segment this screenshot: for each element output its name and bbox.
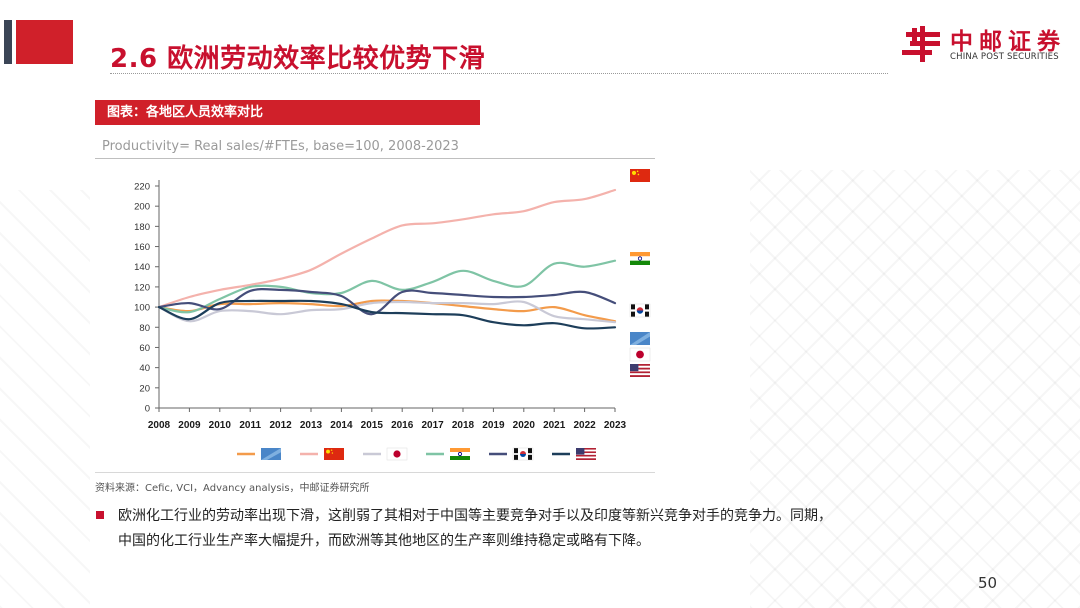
y-tick-label: 200 bbox=[134, 202, 150, 213]
x-tick-label: 2010 bbox=[209, 420, 232, 431]
y-tick-label: 100 bbox=[134, 303, 150, 314]
x-tick-label: 2021 bbox=[543, 420, 566, 431]
slide-title: 2.6 欧洲劳动效率比较优势下滑 bbox=[110, 44, 486, 74]
page-number: 50 bbox=[978, 574, 998, 592]
series-line-china bbox=[157, 188, 617, 309]
series-line-usa bbox=[157, 299, 617, 330]
flag-kr-icon bbox=[629, 303, 651, 318]
y-tick-label: 180 bbox=[134, 222, 150, 233]
x-tick-label: 2013 bbox=[300, 420, 323, 431]
background-pattern-right bbox=[750, 170, 1080, 608]
background-pattern-left bbox=[0, 190, 90, 608]
figure-header: 图表：各地区人员效率对比 bbox=[95, 100, 480, 125]
y-tick-label: 140 bbox=[134, 262, 150, 273]
flag-eu-icon bbox=[630, 332, 650, 345]
title-divider bbox=[110, 73, 888, 74]
flag-us-icon bbox=[576, 448, 596, 460]
x-tick-label: 2017 bbox=[421, 420, 444, 431]
chart-formula-label: Productivity= Real sales/#FTEs, base=100… bbox=[102, 139, 459, 154]
header-accent-bar-red bbox=[16, 20, 73, 64]
y-tick-label: 40 bbox=[139, 363, 150, 374]
logo-text-cn: 中邮证券 bbox=[950, 29, 1066, 55]
y-tick-label: 20 bbox=[139, 383, 150, 394]
bullet-square-icon bbox=[96, 511, 104, 519]
y-tick-label: 80 bbox=[139, 323, 150, 334]
x-tick-label: 2016 bbox=[391, 420, 414, 431]
y-tick-label: 120 bbox=[134, 282, 150, 293]
source-divider bbox=[95, 472, 655, 473]
flag-us-icon bbox=[630, 364, 650, 377]
x-tick-label: 2023 bbox=[604, 420, 627, 431]
x-tick-label: 2014 bbox=[330, 420, 353, 431]
flag-jp-icon bbox=[386, 447, 408, 461]
flag-cn-icon bbox=[630, 169, 650, 182]
flag-jp-icon bbox=[629, 347, 651, 362]
x-tick-label: 2012 bbox=[269, 420, 292, 431]
y-tick-label: 60 bbox=[139, 343, 150, 354]
productivity-line-chart: 0 20 40 60 80 100 120 140 160 180 200 220 2008 2009 20… bbox=[134, 169, 651, 461]
x-tick-label: 2011 bbox=[239, 420, 261, 431]
flag-cn-icon bbox=[324, 448, 344, 460]
series-line-india bbox=[157, 259, 617, 314]
x-tick-label: 2022 bbox=[573, 420, 596, 431]
series-line-japan bbox=[157, 300, 617, 324]
company-logo: 中邮证券 CHINA POST SECURITIES bbox=[902, 22, 1074, 68]
flag-eu-icon bbox=[261, 448, 281, 460]
china-post-logo-icon bbox=[902, 26, 940, 62]
y-tick-label: 0 bbox=[145, 404, 150, 415]
x-tick-label: 2015 bbox=[361, 420, 384, 431]
y-tick-label: 220 bbox=[134, 182, 150, 193]
body-bullet-text: 欧洲化工行业的劳动率出现下滑，这削弱了其相对于中国等主要竞争对手以及印度等新兴竞… bbox=[118, 508, 832, 549]
logo-text-en: CHINA POST SECURITIES bbox=[950, 52, 1059, 62]
y-tick-label: 160 bbox=[134, 242, 150, 253]
chart-top-rule bbox=[95, 158, 655, 159]
x-tick-label: 2018 bbox=[452, 420, 475, 431]
x-tick-label: 2008 bbox=[148, 420, 171, 431]
x-tick-label: 2009 bbox=[178, 420, 201, 431]
x-tick-label: 2019 bbox=[482, 420, 505, 431]
flag-kr-icon bbox=[512, 447, 534, 461]
figure-source: 资料来源：Cefic, VCI，Advancy analysis，中邮证券研究所 bbox=[95, 483, 370, 494]
flag-in-icon bbox=[450, 448, 470, 460]
flag-in-icon bbox=[630, 252, 650, 265]
x-tick-label: 2020 bbox=[513, 420, 536, 431]
header-accent-bar-gray bbox=[4, 20, 12, 64]
